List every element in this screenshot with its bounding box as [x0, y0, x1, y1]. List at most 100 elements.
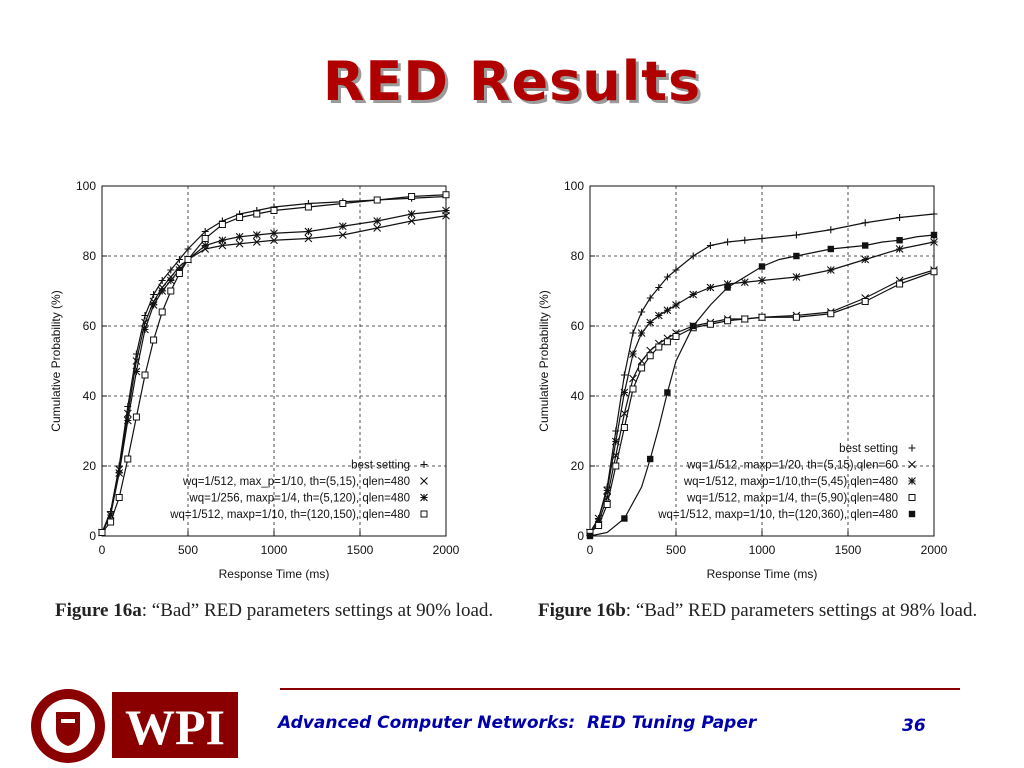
data-point-0-20 — [930, 210, 938, 218]
data-point-0-18 — [861, 219, 869, 227]
x-tick-label-4: 2000 — [433, 543, 460, 557]
caption-label: Figure 16b — [538, 600, 626, 621]
data-point-2-12 — [218, 236, 227, 245]
data-point-2-5 — [141, 325, 149, 334]
legend-label-2: wq=1/512, maxp=1/10,th=(5,45),qlen=480 — [683, 476, 898, 488]
caption-label: Figure 16a — [55, 600, 142, 621]
y-tick-label-0: 0 — [577, 529, 584, 543]
data-point-3-7 — [646, 352, 654, 360]
wpi-wordmark: WPI — [125, 699, 225, 755]
data-point-2-1 — [106, 511, 115, 519]
page-number: 36 — [902, 716, 926, 736]
data-point-1-16 — [304, 234, 313, 243]
legend-label-0: best setting — [351, 460, 410, 472]
x-tick-label-0: 0 — [587, 543, 594, 557]
data-point-2-18 — [373, 217, 382, 225]
y-tick-label-1: 20 — [571, 459, 585, 473]
legend-marker-2 — [908, 477, 916, 485]
data-point-3-2 — [603, 501, 611, 508]
legend-label-3: wq=1/512, maxp=1/10, th=(120,150), qlen=… — [169, 509, 410, 521]
chart-panel-16b: 0 500 1000 1500 2000 0 20 40 60 80 100 Response Tim… — [528, 170, 977, 630]
x-tick-label-0: 0 — [99, 543, 106, 557]
y-tick-label-1: 20 — [83, 459, 97, 473]
wpi-wordmark-box — [112, 692, 238, 758]
series-line-4 — [589, 234, 935, 537]
chart-panel-16a: 0 500 1000 1500 2000 0 20 40 60 80 100 Response Tim… — [40, 170, 493, 630]
data-point-3-4 — [132, 413, 140, 421]
data-point-2-11 — [689, 290, 698, 299]
data-point-2-11 — [201, 241, 210, 250]
data-point-2-6 — [149, 301, 158, 309]
data-point-3-12 — [706, 320, 714, 328]
data-point-3-19 — [408, 193, 416, 200]
x-axis-label: Response Time (ms) — [707, 567, 818, 581]
data-point-0-14 — [741, 236, 749, 244]
data-point-3-16 — [304, 203, 312, 211]
y-tick-label-2: 40 — [83, 389, 97, 403]
data-point-3-10 — [184, 256, 192, 263]
data-point-2-6 — [637, 329, 646, 337]
data-point-2-15 — [270, 229, 278, 238]
data-point-3-16 — [792, 313, 800, 321]
y-tick-label-4: 80 — [83, 249, 97, 263]
data-point-3-5 — [629, 385, 637, 393]
data-point-1-13 — [235, 239, 244, 248]
legend-label-2: wq=1/256, maxp=1/4, th=(5,120), qlen=480 — [188, 493, 410, 505]
data-point-0-13 — [724, 238, 732, 246]
data-point-0-5 — [629, 329, 637, 337]
y-tick-label-2: 40 — [571, 389, 585, 403]
data-point-0-16 — [792, 231, 800, 239]
data-point-3-20 — [442, 191, 450, 199]
y-tick-label-3: 60 — [571, 319, 585, 333]
data-point-4-12 — [758, 263, 766, 270]
data-point-3-13 — [236, 214, 244, 221]
data-point-3-18 — [373, 196, 381, 204]
y-axis-label: Cumulative Probability (%) — [537, 290, 551, 431]
legend-marker-2 — [420, 493, 428, 502]
legend-marker-4 — [908, 510, 916, 518]
y-tick-label-0: 0 — [89, 529, 96, 543]
data-point-1-3 — [123, 409, 132, 418]
data-point-2-12 — [706, 283, 715, 292]
x-tick-label-4: 2000 — [921, 543, 948, 557]
data-point-0-17 — [827, 226, 835, 234]
data-point-3-19 — [896, 280, 904, 288]
data-point-3-5 — [141, 371, 149, 379]
y-tick-label-5: 100 — [564, 179, 584, 193]
data-point-2-2 — [115, 469, 124, 477]
data-point-2-10 — [672, 301, 680, 309]
x-tick-label-3: 1500 — [347, 543, 374, 557]
data-point-1-19 — [407, 217, 416, 225]
data-point-3-6 — [150, 336, 158, 344]
data-point-2-20 — [930, 238, 938, 246]
data-point-3-8 — [167, 287, 175, 295]
data-point-3-8 — [655, 343, 663, 351]
data-point-3-4 — [620, 424, 628, 431]
series-4 — [586, 231, 938, 540]
data-point-2-19 — [407, 210, 416, 218]
data-point-3-1 — [595, 522, 603, 529]
data-point-2-15 — [758, 276, 766, 285]
data-point-2-1 — [594, 514, 603, 523]
data-point-0-11 — [689, 252, 697, 260]
data-point-2-16 — [792, 273, 801, 281]
footer-text: Advanced Computer Networks: RED Tuning P… — [278, 713, 757, 733]
data-point-3-9 — [175, 270, 183, 277]
data-point-0-12 — [706, 242, 714, 249]
shield-band — [61, 719, 75, 723]
data-point-0-19 — [896, 214, 904, 221]
legend-label-1: wq=1/512, maxp=1/20, th=(5,15),qlen=60 — [686, 460, 898, 472]
data-point-0-9 — [663, 273, 671, 281]
y-tick-label-3: 60 — [83, 319, 97, 333]
data-point-3-1 — [107, 518, 115, 526]
data-point-2-17 — [826, 266, 835, 274]
data-point-2-3 — [123, 416, 132, 425]
data-point-0-10 — [672, 266, 680, 274]
legend-marker-3 — [908, 494, 916, 501]
legend-marker-1 — [908, 460, 916, 469]
data-point-1-14 — [252, 238, 261, 246]
data-point-3-13 — [724, 317, 732, 325]
data-point-2-13 — [723, 280, 732, 288]
legend-marker-0 — [908, 444, 916, 452]
data-point-0-10 — [184, 245, 192, 253]
